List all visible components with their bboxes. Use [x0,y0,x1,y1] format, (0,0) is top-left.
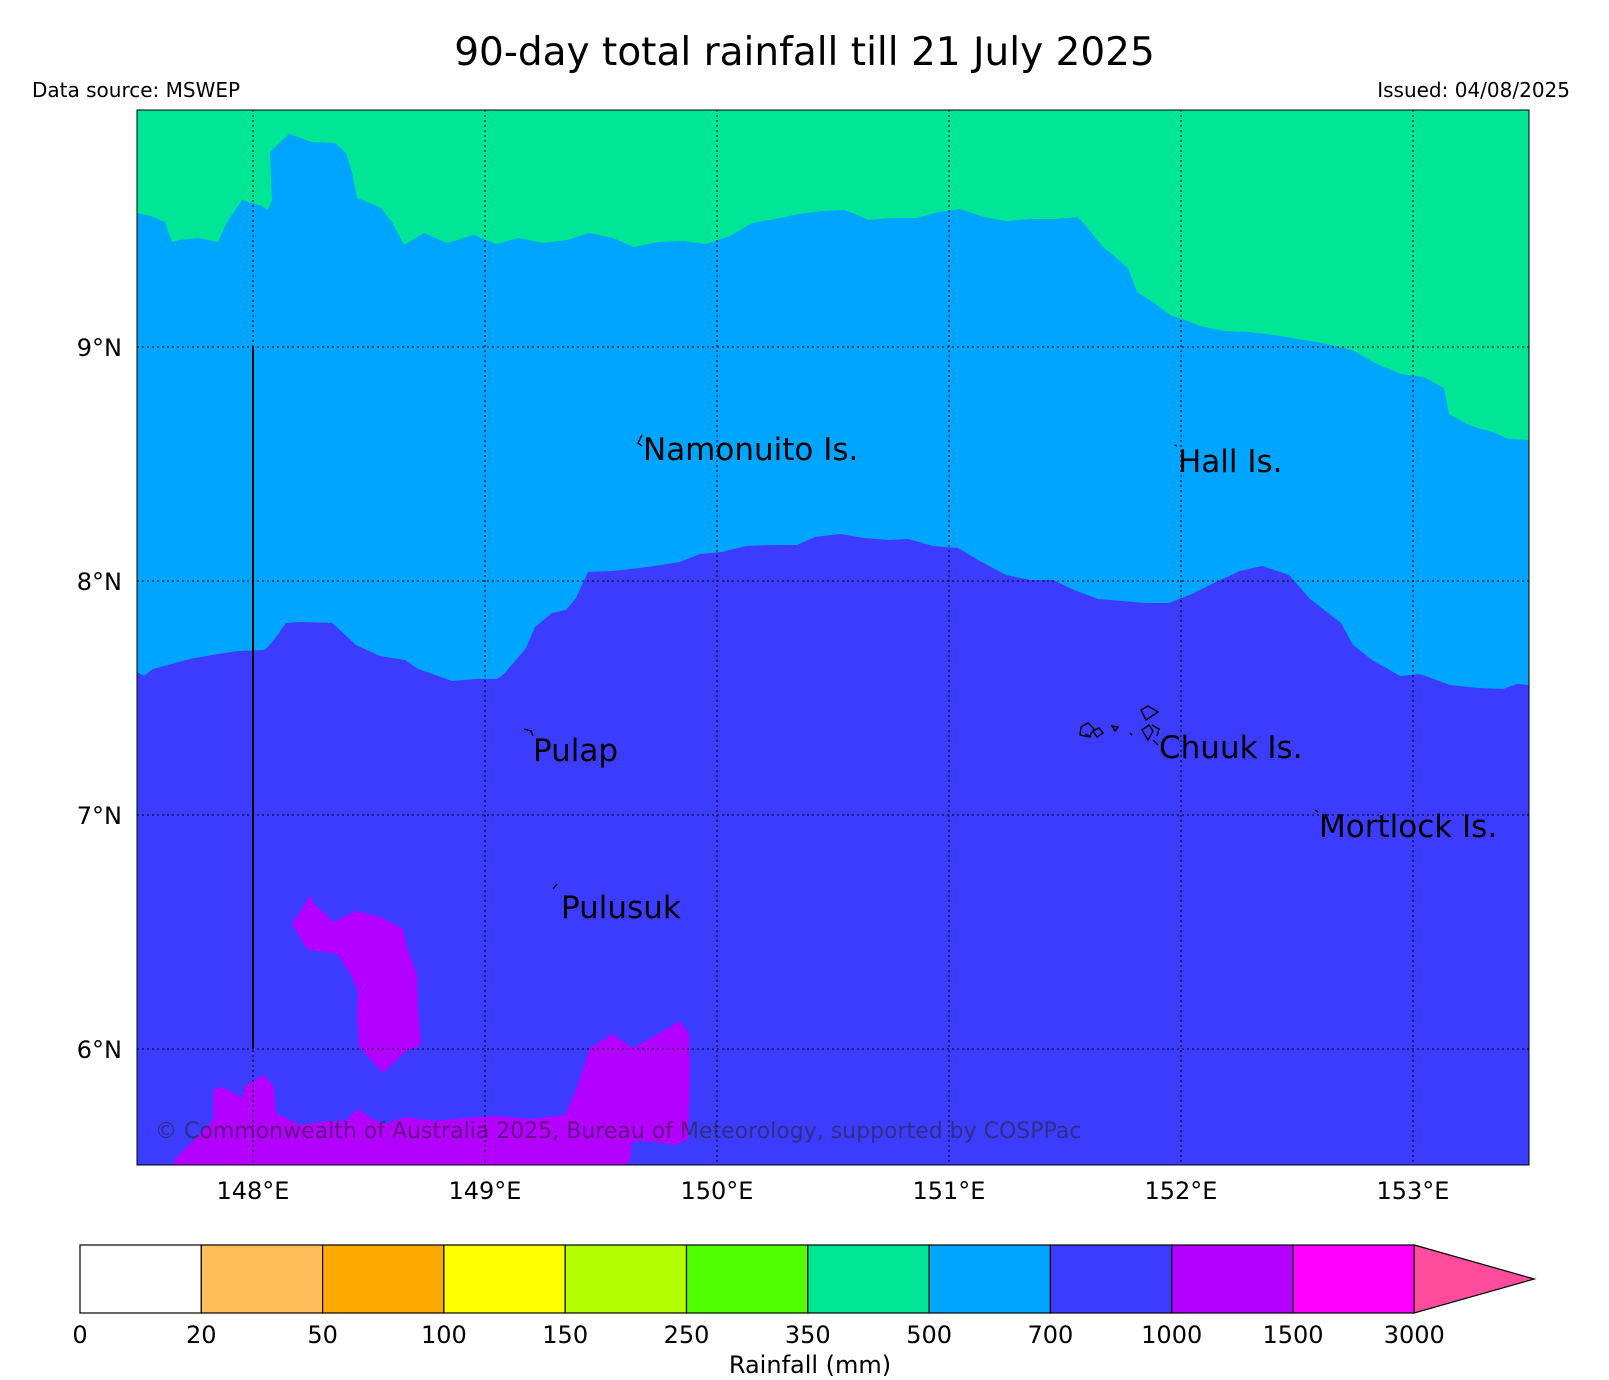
colorbar-segment [1171,1244,1294,1314]
island-label-mortlock: Mortlock Is. [1319,809,1497,845]
lat-tick-9: 9°N [77,334,122,362]
colorbar-tick-label: 1000 [1141,1321,1202,1349]
colorbar-tick-label: 500 [906,1321,952,1349]
lon-tick-150: 150°E [681,1177,754,1205]
island-label-namonuito: Namonuito Is. [643,432,858,468]
graticule [137,110,1529,1165]
colorbar-tick-label: 700 [1027,1321,1073,1349]
island-label-chuuk: Chuuk Is. [1159,730,1303,766]
chuuk-lagoon-islands [1079,705,1160,746]
map-title: 90-day total rainfall till 21 July 2025 [454,30,1155,75]
colorbar-label: Rainfall (mm) [729,1351,891,1379]
colorbar-segment [1049,1244,1173,1314]
island-label-pulusuk: Pulusuk [561,890,681,926]
colorbar-segment [1292,1244,1415,1314]
colorbar-tick-label: 100 [421,1321,467,1349]
colorbar-tick-label: 350 [785,1321,831,1349]
lat-tick-6: 6°N [77,1036,122,1064]
colorbar-tick-label: 50 [307,1321,338,1349]
data-source-label: Data source: MSWEP [32,78,241,102]
rainfall-zone-1000-1500-north [292,895,421,1073]
copyright-notice: © Commonwealth of Australia 2025, Bureau… [155,1119,1081,1144]
pulusuk-island-shape [552,883,558,890]
colorbar-segment [685,1244,809,1314]
rainfall-zone-1000-1500-south [174,1021,690,1165]
colorbar-tick-label: 0 [72,1321,87,1349]
mortlock-island-shape [1314,809,1319,813]
colorbar-segment [807,1244,930,1314]
lon-tick-148: 148°E [217,1177,290,1205]
rainfall-map [137,110,1529,1165]
colorbar-tick-label: 250 [664,1321,710,1349]
colorbar-extend-arrow [1413,1244,1537,1314]
colorbar-segment [564,1244,688,1314]
colorbar-tick-label: 1500 [1262,1321,1323,1349]
lon-tick-152: 152°E [1145,1177,1218,1205]
colorbar-tick-label: 150 [542,1321,588,1349]
colorbar-segment [928,1244,1051,1314]
lat-tick-7: 7°N [77,802,122,830]
colorbar-tick-label: 20 [186,1321,217,1349]
pulap-island-shape [523,728,534,737]
island-label-hall: Hall Is. [1178,444,1283,480]
hall-island-shape [1174,444,1178,447]
lon-tick-149: 149°E [449,1177,522,1205]
colorbar: 0 20 50 100 150 250 350 500 700 1000 1500 3000 [72,1244,1537,1349]
lon-tick-153: 153°E [1377,1177,1450,1205]
colorbar-segment [443,1244,566,1314]
map-frame [136,109,1530,1166]
colorbar-tick-label: 3000 [1384,1321,1445,1349]
namonuito-island-shape [637,434,643,447]
lat-tick-8: 8°N [77,568,122,596]
colorbar-segment [200,1244,324,1314]
island-outlines [523,434,1319,890]
lon-tick-151: 151°E [913,1177,986,1205]
colorbar-segment [79,1244,202,1314]
colorbar-segment [322,1244,445,1314]
issued-date-label: Issued: 04/08/2025 [1377,78,1570,102]
island-label-pulap: Pulap [533,733,618,769]
